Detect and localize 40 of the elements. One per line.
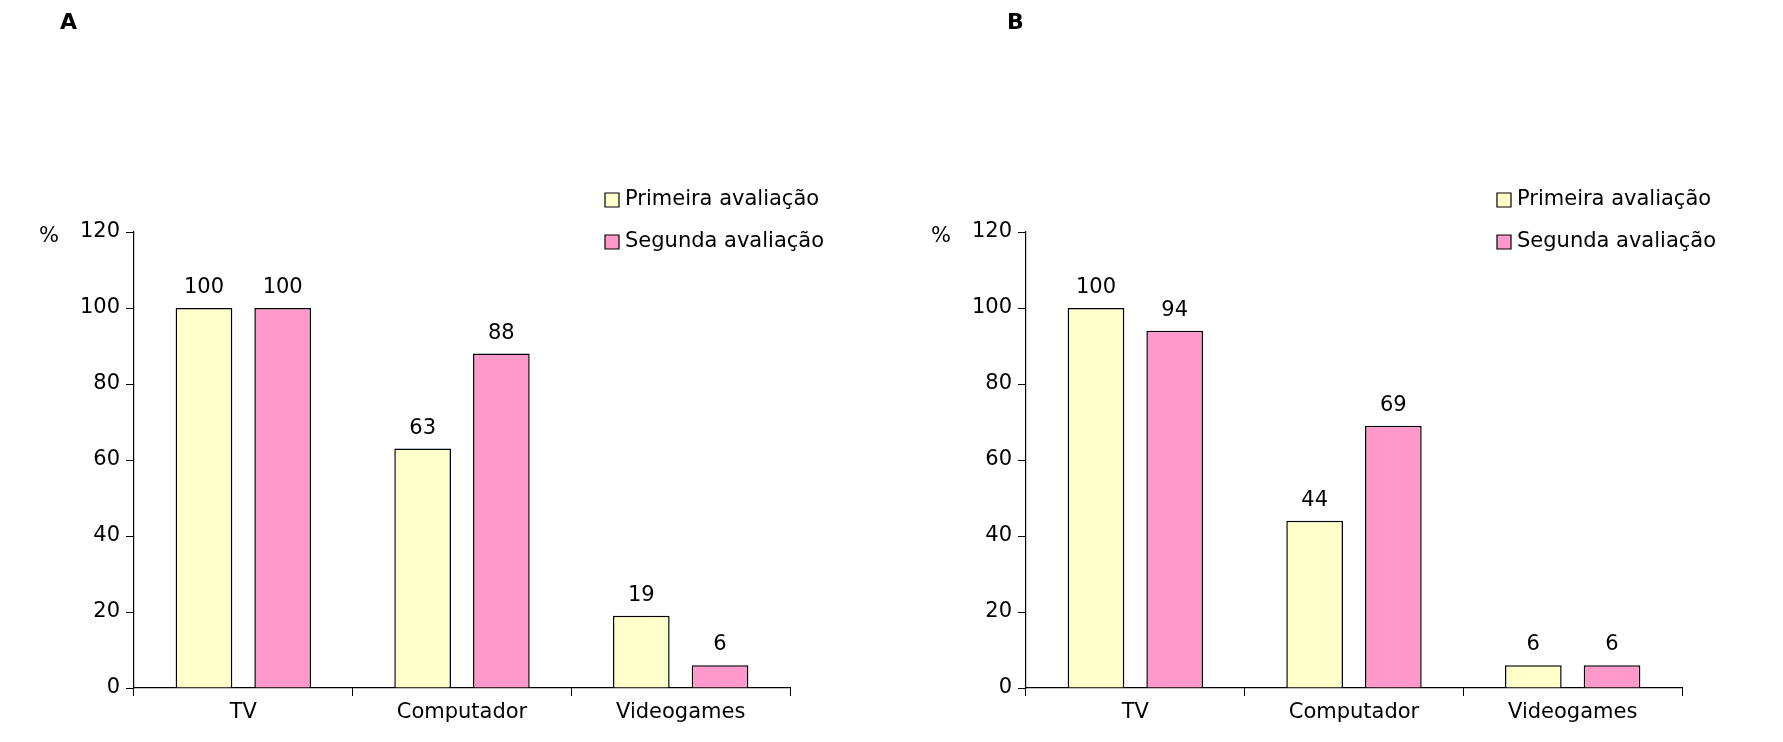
data-label: 6 xyxy=(1526,631,1540,656)
y-tick-label: 60 xyxy=(93,446,120,471)
y-tick-label: 100 xyxy=(971,294,1012,319)
data-label: 69 xyxy=(1379,391,1407,416)
x-tick-label: Videogames xyxy=(1507,699,1638,724)
data-label: 88 xyxy=(487,319,515,344)
data-label: 44 xyxy=(1301,486,1329,511)
legend-label: Segunda avaliação xyxy=(1517,228,1717,253)
y-tick-label: 20 xyxy=(985,598,1012,623)
y-tick-label: 40 xyxy=(93,522,120,547)
x-tick-label: Computador xyxy=(396,699,528,724)
data-label: 100 xyxy=(1075,273,1117,298)
data-label: 19 xyxy=(627,581,655,606)
x-tick-label: Computador xyxy=(1288,699,1420,724)
chart-title: B xyxy=(1007,8,1024,34)
y-tick-label: 20 xyxy=(93,598,120,623)
y-tick-label: 100 xyxy=(79,294,120,319)
y-tick-label: 80 xyxy=(985,370,1012,395)
legend-label: Primeira avaliação xyxy=(625,186,820,211)
y-tick-label: 120 xyxy=(971,218,1012,243)
y-tick-label: 120 xyxy=(79,218,120,243)
y-tick-label: 80 xyxy=(93,370,120,395)
chart-title: A xyxy=(60,8,78,34)
data-label: 94 xyxy=(1161,296,1189,321)
legend-label: Segunda avaliação xyxy=(625,228,825,253)
y-tick-label: 0 xyxy=(998,674,1012,699)
y-axis-title: % xyxy=(931,223,951,248)
data-label: 63 xyxy=(409,414,437,439)
legend-label: Primeira avaliação xyxy=(1517,186,1712,211)
data-label: 100 xyxy=(262,273,303,298)
data-label: 6 xyxy=(1605,631,1619,656)
data-label: 100 xyxy=(183,273,225,298)
y-tick-label: 40 xyxy=(985,522,1012,547)
x-tick-label: TV xyxy=(1120,699,1150,724)
x-tick-label: TV xyxy=(228,699,258,724)
x-tick-label: Videogames xyxy=(615,699,746,724)
data-label: 6 xyxy=(713,631,727,656)
y-tick-label: 60 xyxy=(985,446,1012,471)
y-tick-label: 0 xyxy=(106,674,120,699)
y-axis-title: % xyxy=(39,223,59,248)
